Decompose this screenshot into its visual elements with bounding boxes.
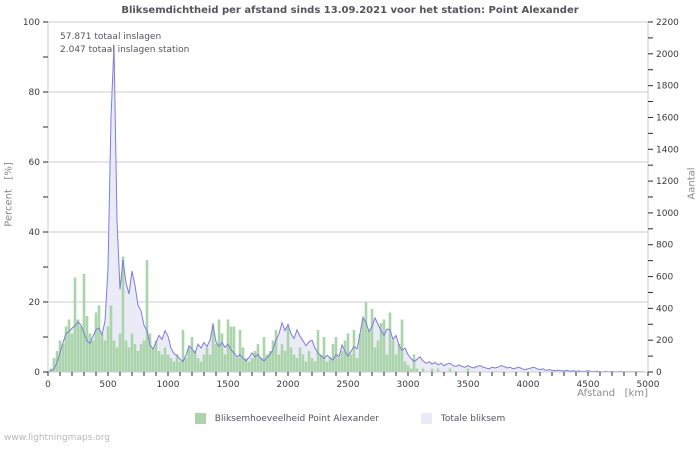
svg-text:3500: 3500 (457, 380, 480, 390)
annotation-station-strikes: 2.047 totaal inslagen station (60, 45, 190, 55)
svg-text:1000: 1000 (656, 209, 679, 219)
svg-text:4000: 4000 (517, 380, 540, 390)
svg-text:2000: 2000 (656, 50, 679, 60)
right-axis-title: Aantal (686, 167, 698, 200)
svg-text:3000: 3000 (397, 380, 420, 390)
legend-swatch-green (194, 413, 206, 424)
watermark-link: www.lightningmaps.org (4, 433, 110, 443)
svg-text:2200: 2200 (656, 18, 679, 28)
svg-text:1400: 1400 (656, 145, 679, 155)
x-axis-ticks: 0 500 1000 1500 2000 2500 3000 3500 4000 4500 5000 (45, 372, 660, 390)
legend-label-total: Totale bliksem (440, 413, 506, 424)
svg-text:400: 400 (656, 304, 673, 314)
left-axis-title: Percent [%] (3, 162, 15, 227)
svg-text:0: 0 (656, 368, 662, 378)
svg-text:5000: 5000 (637, 380, 660, 390)
svg-text:1000: 1000 (157, 380, 180, 390)
left-axis-ticks: 0 20 40 60 80 100 (23, 18, 48, 378)
station-percentage-bars (49, 256, 470, 372)
svg-text:60: 60 (29, 158, 41, 168)
total-lightning-line (47, 45, 648, 373)
svg-text:200: 200 (656, 336, 673, 346)
page-title: Bliksemdichtheid per afstand sinds 13.09… (121, 5, 579, 16)
x-axis-title: Afstand [km] (577, 388, 648, 399)
legend-item-station: Bliksemhoeveelheid Point Alexander (194, 413, 379, 424)
svg-text:2000: 2000 (277, 380, 300, 390)
svg-text:40: 40 (29, 228, 41, 238)
total-lightning-area (48, 45, 648, 372)
svg-text:80: 80 (29, 88, 41, 98)
svg-text:0: 0 (45, 380, 51, 390)
svg-text:1500: 1500 (217, 380, 240, 390)
legend-label-station: Bliksemhoeveelheid Point Alexander (214, 413, 379, 424)
svg-text:4500: 4500 (577, 380, 600, 390)
svg-text:500: 500 (99, 380, 116, 390)
annotation-total-strikes: 57.871 totaal inslagen (60, 32, 162, 42)
svg-text:2500: 2500 (337, 380, 360, 390)
svg-text:1200: 1200 (656, 177, 679, 187)
svg-text:20: 20 (29, 298, 41, 308)
legend-swatch-lavender (420, 413, 432, 424)
svg-text:800: 800 (656, 241, 673, 251)
svg-text:1600: 1600 (656, 113, 679, 123)
svg-text:1800: 1800 (656, 82, 679, 92)
svg-text:600: 600 (656, 273, 673, 283)
legend-item-total: Totale bliksem (420, 413, 506, 424)
legend: Bliksemhoeveelheid Point Alexander Total… (0, 413, 700, 424)
svg-text:0: 0 (34, 368, 40, 378)
right-axis-ticks: 0 200 400 600 800 1000 1200 1400 1600 1800 2000 220… (648, 18, 679, 378)
svg-text:100: 100 (23, 18, 40, 28)
